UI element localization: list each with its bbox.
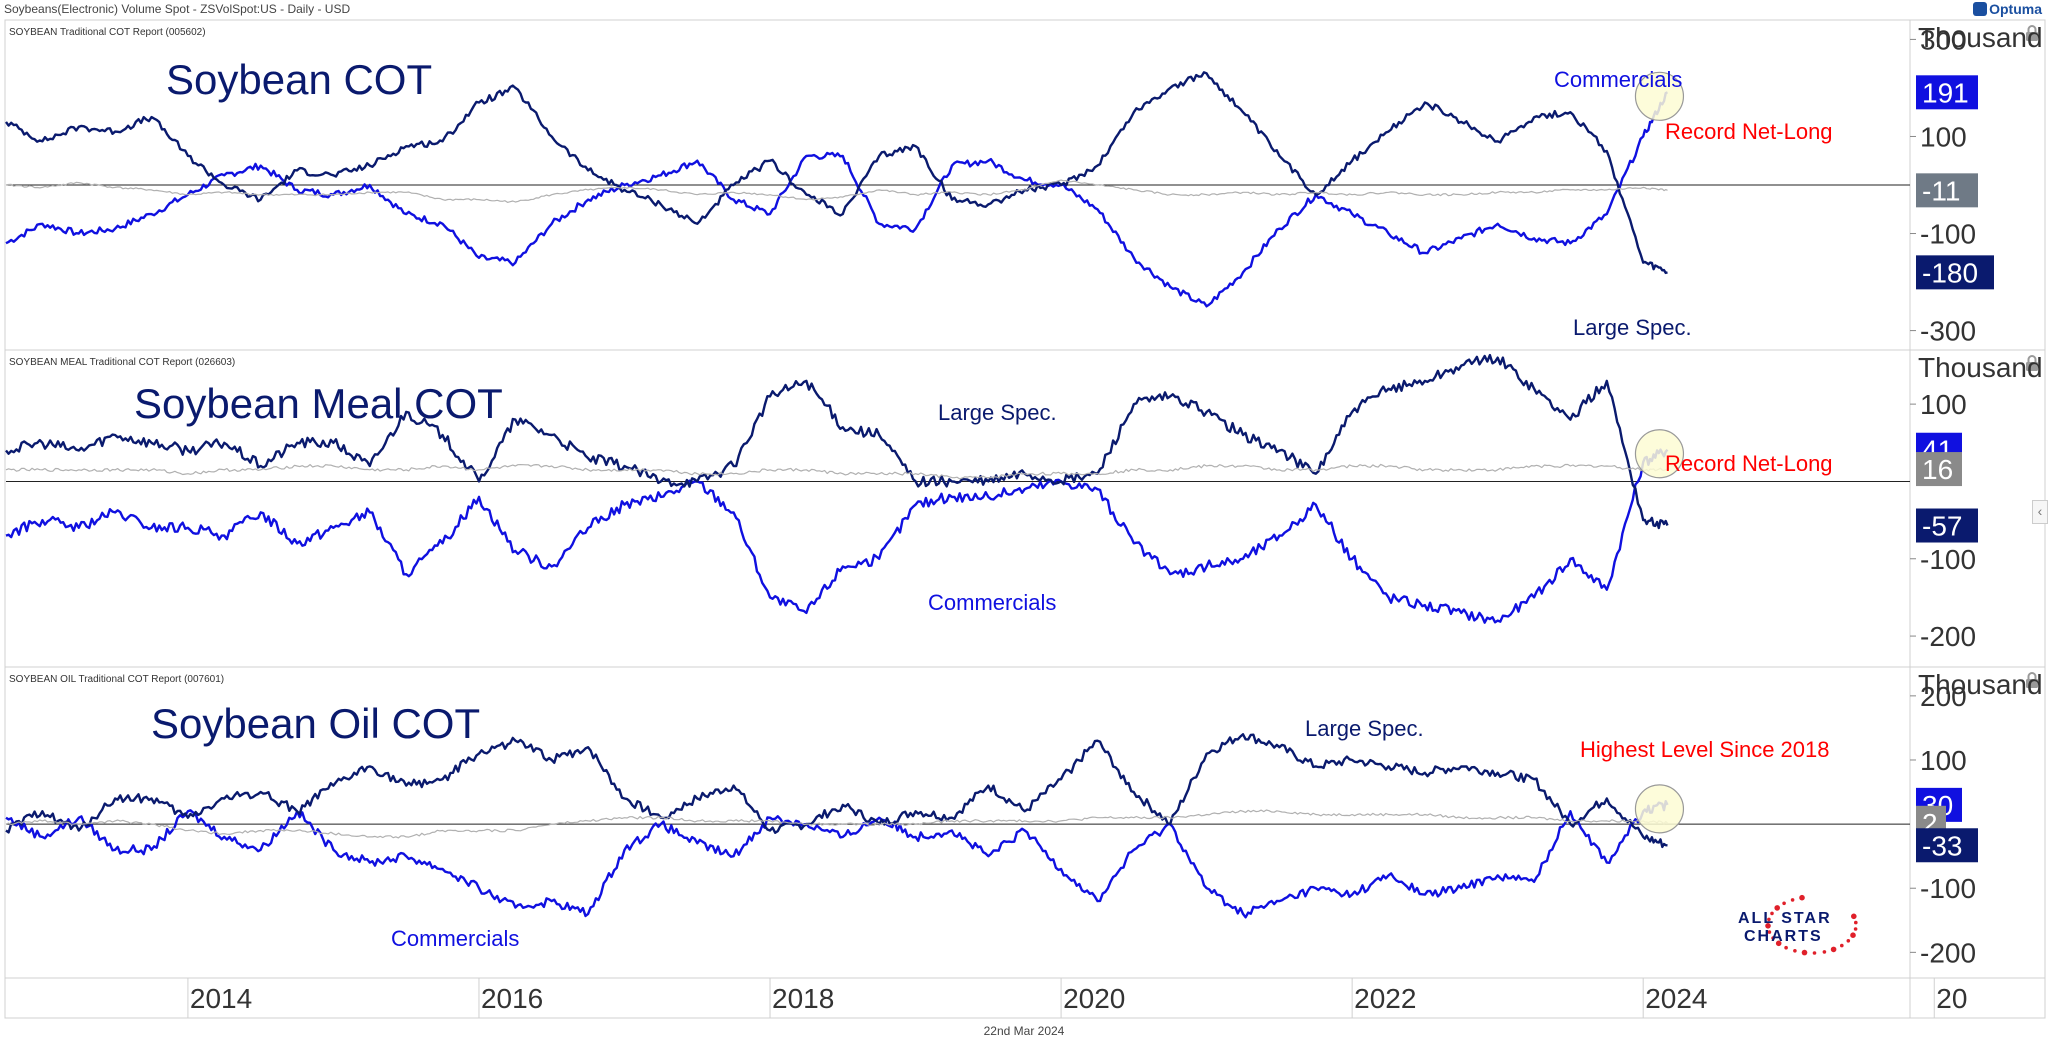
lock-icon [2026, 355, 2038, 371]
y-tick-label: -200 [1920, 937, 1976, 968]
panel-2-note-large-spec: Large Spec. [938, 400, 1057, 425]
logo-star [1767, 930, 1772, 934]
series-line-net [5, 179, 1668, 203]
logo-star [1782, 901, 1786, 906]
panel-1-note-record: Record Net-Long [1665, 119, 1833, 144]
last-value-label: -180 [1922, 257, 1978, 288]
logo-star [1801, 949, 1808, 956]
logo-star [1799, 894, 1805, 901]
panel-3-axis-unit: Thousand [1918, 669, 2043, 700]
panel-2-subtitle: SOYBEAN MEAL Traditional COT Report (026… [9, 357, 236, 368]
footer-date: 22nd Mar 2024 [983, 1024, 1065, 1038]
logo-star [1775, 940, 1782, 947]
last-value-label: 16 [1922, 454, 1953, 485]
lock-icon [2026, 672, 2038, 688]
panel-1-note-commercials: Commercials [1554, 67, 1683, 92]
series-line-large-spec [5, 71, 1668, 275]
logo-star [1850, 932, 1856, 938]
y-tick-label: 200 [1920, 681, 1967, 712]
logo-star [1851, 913, 1857, 920]
logo-star [1793, 949, 1797, 953]
panel-2-axis-unit: Thousand [1918, 352, 2043, 383]
panel-1-title: Soybean COT [166, 56, 433, 103]
lock-icon [2026, 25, 2038, 41]
logo-star [1771, 936, 1775, 940]
last-value-badge [1916, 508, 1978, 543]
logo-line-1: ALL STAR [1738, 910, 1832, 927]
logo-star [1854, 920, 1858, 925]
logo-star [1790, 898, 1795, 902]
logo-star [1840, 943, 1844, 948]
panel-2-title: Soybean Meal COT [134, 380, 503, 427]
all-star-charts-logo: ALL STAR CHARTS [1732, 890, 1862, 960]
last-value-badge [1916, 452, 1962, 487]
logo-star [1853, 927, 1858, 931]
x-tick-label: 2024 [1645, 983, 1707, 1014]
y-tick-label: 100 [1920, 745, 1967, 776]
chart-header: Soybeans(Electronic) Volume Spot - ZSVol… [0, 0, 2048, 20]
series-line-commercials [5, 91, 1668, 308]
y-tick-label: 100 [1920, 389, 1967, 420]
last-value-label: -11 [1922, 175, 1960, 206]
y-tick-label: -100 [1920, 544, 1976, 575]
last-value-badge [1916, 255, 1994, 290]
record-highlight-circle [1634, 429, 1685, 479]
series-line-commercials [5, 800, 1669, 919]
y-tick-label: -200 [1920, 621, 1976, 652]
logo-star [1774, 905, 1780, 911]
last-value-badge [1916, 828, 1978, 863]
logo-star [1770, 911, 1774, 916]
logo-star [1765, 923, 1771, 929]
logo-star [1812, 951, 1817, 955]
y-tick-label: -100 [1920, 873, 1976, 904]
optuma-logo: Optuma [1973, 1, 2042, 17]
logo-star [1767, 917, 1771, 922]
series-line-net [5, 463, 1668, 480]
last-value-label: -57 [1922, 511, 1962, 542]
instrument-title: Soybeans(Electronic) Volume Spot - ZSVol… [4, 2, 351, 16]
series-line-large-spec [5, 353, 1669, 530]
panel-3-note-commercials: Commercials [391, 926, 520, 951]
chart-frame [4, 19, 2046, 1019]
y-tick-label: -300 [1920, 316, 1976, 347]
series-line-net [5, 809, 1668, 839]
panel-1-note-large-spec: Large Spec. [1573, 315, 1692, 340]
x-tick-label: 2018 [772, 983, 834, 1014]
panel-3-note-highest: Highest Level Since 2018 [1580, 737, 1830, 762]
logo-star [1822, 950, 1827, 954]
record-highlight-circle [1634, 784, 1685, 834]
panel-3-note-large-spec: Large Spec. [1305, 716, 1424, 741]
collapse-sidebar-arrow-icon[interactable]: ‹ [2032, 500, 2048, 524]
x-tick-label: 20 [1936, 983, 1967, 1014]
last-value-label: -33 [1922, 830, 1962, 861]
x-tick-label: 2014 [190, 983, 252, 1014]
last-value-label: 191 [1922, 77, 1969, 108]
last-value-badge [1916, 173, 1978, 208]
optuma-logo-text: Optuma [1989, 1, 2042, 17]
last-value-badge [1916, 75, 1978, 110]
logo-line-2: CHARTS [1744, 928, 1823, 945]
panel-2-note-record: Record Net-Long [1665, 451, 1833, 476]
logo-star [1846, 939, 1851, 943]
star-ring-icon [1765, 894, 1858, 956]
optuma-logo-icon [1973, 2, 1988, 16]
x-tick-label: 2022 [1354, 983, 1416, 1014]
panel-1-axis-unit: Thousand [1918, 22, 2043, 53]
x-tick-label: 2016 [481, 983, 543, 1014]
y-tick-label: -100 [1920, 219, 1976, 250]
panel-1-subtitle: SOYBEAN Traditional COT Report (005602) [9, 27, 206, 38]
series-line-commercials [5, 448, 1669, 624]
y-tick-label: 300 [1920, 24, 1967, 55]
panel-3-title: Soybean Oil COT [151, 700, 481, 747]
logo-star [1784, 945, 1788, 950]
panel-3-subtitle: SOYBEAN OIL Traditional COT Report (0076… [9, 674, 225, 685]
panel-2-note-commercials: Commercials [928, 590, 1057, 615]
record-highlight-circle [1634, 71, 1685, 121]
series-line-large-spec [5, 733, 1668, 849]
x-tick-label: 2020 [1063, 983, 1125, 1014]
y-tick-label: 100 [1920, 121, 1967, 152]
logo-star [1830, 946, 1837, 953]
